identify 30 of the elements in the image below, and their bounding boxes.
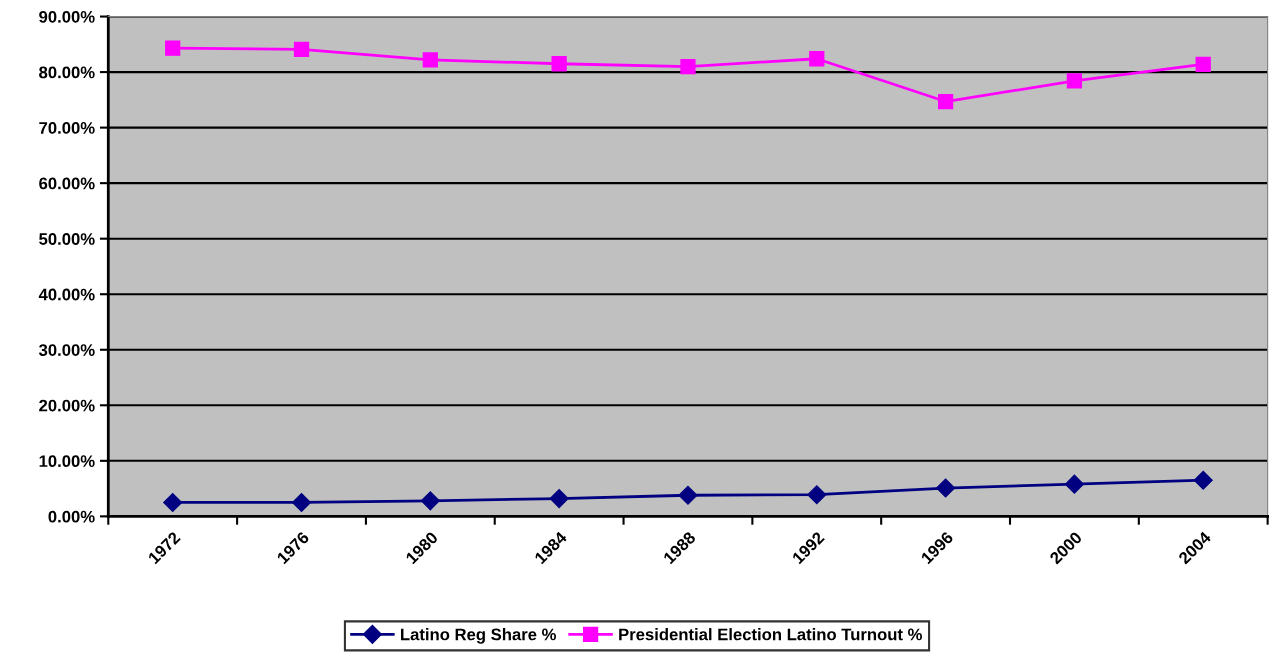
point	[809, 51, 825, 67]
legend-label: Presidential Election Latino Turnout %	[619, 628, 922, 641]
point	[936, 478, 956, 498]
point	[937, 93, 954, 110]
point	[549, 489, 569, 509]
y-tick-label: 20.00%	[39, 399, 95, 412]
y-tick-label: 90.00%	[39, 10, 95, 23]
point	[1066, 73, 1083, 89]
y-tick-label: 50.00%	[39, 233, 95, 245]
y-tick-label: 60.00%	[39, 177, 95, 190]
point	[163, 492, 183, 513]
y-tick-label: 80.00%	[39, 66, 95, 79]
point	[551, 56, 567, 72]
point	[291, 492, 312, 513]
y-tick-label: 70.00%	[39, 122, 95, 134]
y-tick-label: 40.00%	[38, 288, 95, 301]
point	[165, 40, 181, 56]
point	[680, 58, 696, 75]
point	[1064, 474, 1084, 494]
y-tick-label: 10.00%	[39, 455, 95, 468]
point	[678, 485, 698, 505]
point	[420, 491, 440, 511]
point	[1193, 470, 1213, 490]
y-tick-label: 0.00%	[48, 510, 95, 523]
y-tick-label: 30.00%	[38, 344, 95, 356]
point	[422, 52, 438, 68]
legend-label: Latino Reg Share %	[401, 628, 556, 644]
point	[1195, 56, 1211, 72]
point	[293, 41, 310, 57]
point	[807, 485, 827, 505]
